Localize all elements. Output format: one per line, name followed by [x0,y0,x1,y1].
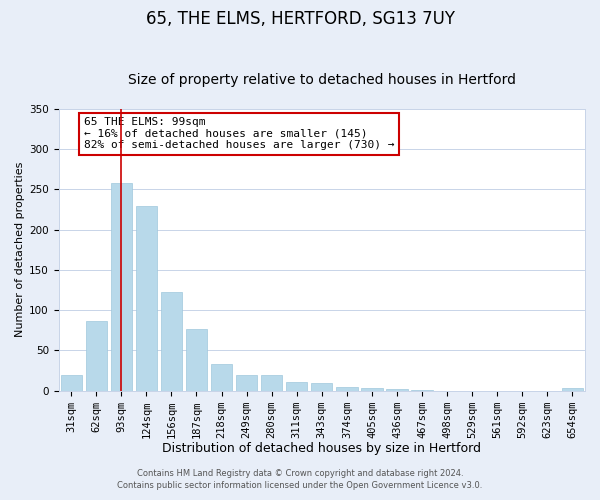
Bar [110,183,132,390]
Bar [136,206,157,390]
Bar [161,292,182,390]
Bar [336,388,358,390]
Title: Size of property relative to detached houses in Hertford: Size of property relative to detached ho… [128,73,516,87]
Bar [261,374,283,390]
Bar [562,388,583,390]
Bar [236,374,257,390]
Bar [286,382,307,390]
Bar [361,388,383,390]
Text: 65, THE ELMS, HERTFORD, SG13 7UY: 65, THE ELMS, HERTFORD, SG13 7UY [146,10,455,28]
X-axis label: Distribution of detached houses by size in Hertford: Distribution of detached houses by size … [163,442,481,455]
Bar [86,320,107,390]
Bar [311,384,332,390]
Text: Contains HM Land Registry data © Crown copyright and database right 2024.
Contai: Contains HM Land Registry data © Crown c… [118,468,482,490]
Bar [61,374,82,390]
Y-axis label: Number of detached properties: Number of detached properties [15,162,25,338]
Bar [386,389,407,390]
Text: 65 THE ELMS: 99sqm
← 16% of detached houses are smaller (145)
82% of semi-detach: 65 THE ELMS: 99sqm ← 16% of detached hou… [84,117,394,150]
Bar [211,364,232,390]
Bar [186,328,207,390]
